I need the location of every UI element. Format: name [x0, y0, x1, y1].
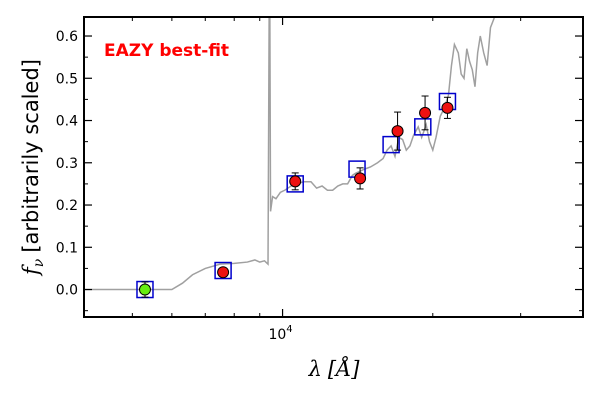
y-tick-label-0: 0.0: [56, 283, 78, 299]
observed-point-6: [441, 101, 454, 114]
y-tick-label-5: 0.5: [56, 71, 78, 87]
x-axis-label: λ [Å]: [308, 356, 361, 381]
y-axis-text: [arbitrarily scaled]: [19, 59, 43, 253]
observed-point-3: [354, 172, 367, 185]
observed-point-0: [138, 283, 151, 296]
y-axis-label: fν [arbitrarily scaled]: [19, 59, 47, 277]
y-tick-label-2: 0.2: [56, 198, 78, 214]
x-major-tick-label: 104: [268, 324, 292, 343]
model-flux-box-5: [414, 118, 432, 136]
y-tick-label-1: 0.1: [56, 240, 78, 256]
y-axis-subscript: ν: [31, 258, 47, 267]
observed-point-5: [419, 106, 432, 119]
y-axis-symbol: f: [19, 264, 43, 277]
y-tick-label-4: 0.4: [56, 114, 78, 130]
observed-point-2: [289, 175, 302, 188]
x-major-tick-base: 10: [268, 327, 286, 343]
x-axis-symbol: λ: [308, 357, 322, 381]
observed-point-1: [217, 266, 230, 279]
template-spectrum-line: [84, 17, 496, 291]
x-axis-unit: [Å]: [328, 356, 360, 381]
annotation-label: EAZY best-fit: [104, 41, 229, 61]
observed-point-4: [391, 125, 404, 138]
model-flux-box-1: [214, 261, 232, 280]
y-tick-label-6: 0.6: [56, 29, 78, 45]
plot-background: [84, 17, 583, 317]
plot-frame: [83, 16, 584, 318]
model-flux-box-4: [382, 135, 400, 154]
x-major-tick-exponent: 4: [286, 324, 292, 335]
y-tick-label-3: 0.3: [56, 156, 78, 172]
